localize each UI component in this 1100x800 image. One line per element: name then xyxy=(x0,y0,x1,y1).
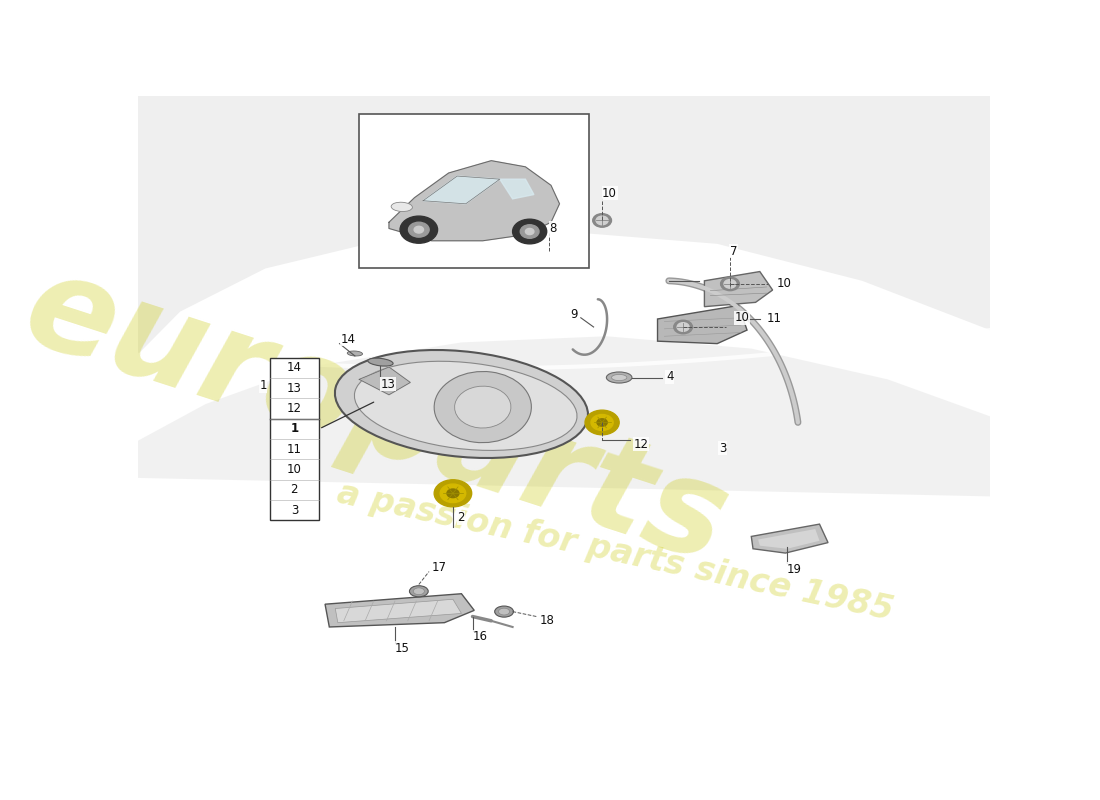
Text: 7: 7 xyxy=(730,245,737,258)
FancyBboxPatch shape xyxy=(270,358,319,521)
FancyBboxPatch shape xyxy=(359,114,590,269)
Text: 1: 1 xyxy=(260,379,267,392)
Polygon shape xyxy=(389,161,560,241)
Ellipse shape xyxy=(434,371,531,442)
Polygon shape xyxy=(499,179,534,199)
Polygon shape xyxy=(530,251,571,263)
Text: 4: 4 xyxy=(666,370,673,383)
Ellipse shape xyxy=(498,608,509,615)
Text: 2: 2 xyxy=(458,511,464,525)
Circle shape xyxy=(673,320,693,334)
Circle shape xyxy=(408,222,429,237)
Text: a passion for parts since 1985: a passion for parts since 1985 xyxy=(333,477,896,627)
Text: 12: 12 xyxy=(634,438,649,450)
Ellipse shape xyxy=(334,350,588,458)
Text: 11: 11 xyxy=(767,313,782,326)
Text: 14: 14 xyxy=(340,333,355,346)
Ellipse shape xyxy=(367,358,393,366)
Circle shape xyxy=(597,418,607,426)
Polygon shape xyxy=(758,529,820,549)
Ellipse shape xyxy=(414,588,425,594)
Text: 10: 10 xyxy=(602,187,617,200)
Text: 10: 10 xyxy=(287,463,301,476)
Text: 18: 18 xyxy=(540,614,554,627)
Text: 3: 3 xyxy=(719,442,726,455)
Polygon shape xyxy=(138,336,990,496)
Text: 12: 12 xyxy=(287,402,301,415)
Text: 16: 16 xyxy=(473,630,487,643)
Text: 1: 1 xyxy=(290,422,298,435)
Circle shape xyxy=(513,219,547,244)
Circle shape xyxy=(440,484,465,502)
Text: 13: 13 xyxy=(381,378,395,390)
Circle shape xyxy=(591,414,613,430)
Text: europarts: europarts xyxy=(10,243,742,590)
Text: 17: 17 xyxy=(431,561,447,574)
Polygon shape xyxy=(138,96,990,354)
Circle shape xyxy=(724,279,736,288)
Polygon shape xyxy=(326,594,474,627)
Circle shape xyxy=(593,214,612,227)
Ellipse shape xyxy=(348,351,363,356)
Polygon shape xyxy=(359,367,410,394)
Text: 9: 9 xyxy=(571,308,579,321)
Circle shape xyxy=(434,480,472,507)
Text: 14: 14 xyxy=(287,362,301,374)
Circle shape xyxy=(678,322,689,331)
Ellipse shape xyxy=(392,202,412,211)
Text: 2: 2 xyxy=(290,483,298,497)
Circle shape xyxy=(585,410,619,435)
Text: 10: 10 xyxy=(735,311,749,324)
Text: 13: 13 xyxy=(287,382,301,394)
Text: 11: 11 xyxy=(287,442,301,456)
Circle shape xyxy=(520,225,539,238)
Circle shape xyxy=(400,216,438,243)
Circle shape xyxy=(596,216,608,225)
Text: 15: 15 xyxy=(395,642,410,655)
Circle shape xyxy=(720,277,739,290)
Ellipse shape xyxy=(454,386,510,428)
Polygon shape xyxy=(424,176,499,204)
Circle shape xyxy=(447,489,459,498)
Text: 3: 3 xyxy=(290,504,298,517)
Polygon shape xyxy=(704,271,772,306)
Polygon shape xyxy=(336,599,462,622)
Text: 19: 19 xyxy=(788,562,802,575)
Ellipse shape xyxy=(612,374,627,381)
Ellipse shape xyxy=(409,586,428,597)
Text: 10: 10 xyxy=(777,277,792,290)
Polygon shape xyxy=(658,306,747,344)
Circle shape xyxy=(414,226,424,233)
Ellipse shape xyxy=(354,362,578,450)
Ellipse shape xyxy=(606,372,631,383)
Text: 8: 8 xyxy=(549,222,557,235)
Circle shape xyxy=(526,229,534,234)
Polygon shape xyxy=(751,524,828,553)
Ellipse shape xyxy=(495,606,514,617)
